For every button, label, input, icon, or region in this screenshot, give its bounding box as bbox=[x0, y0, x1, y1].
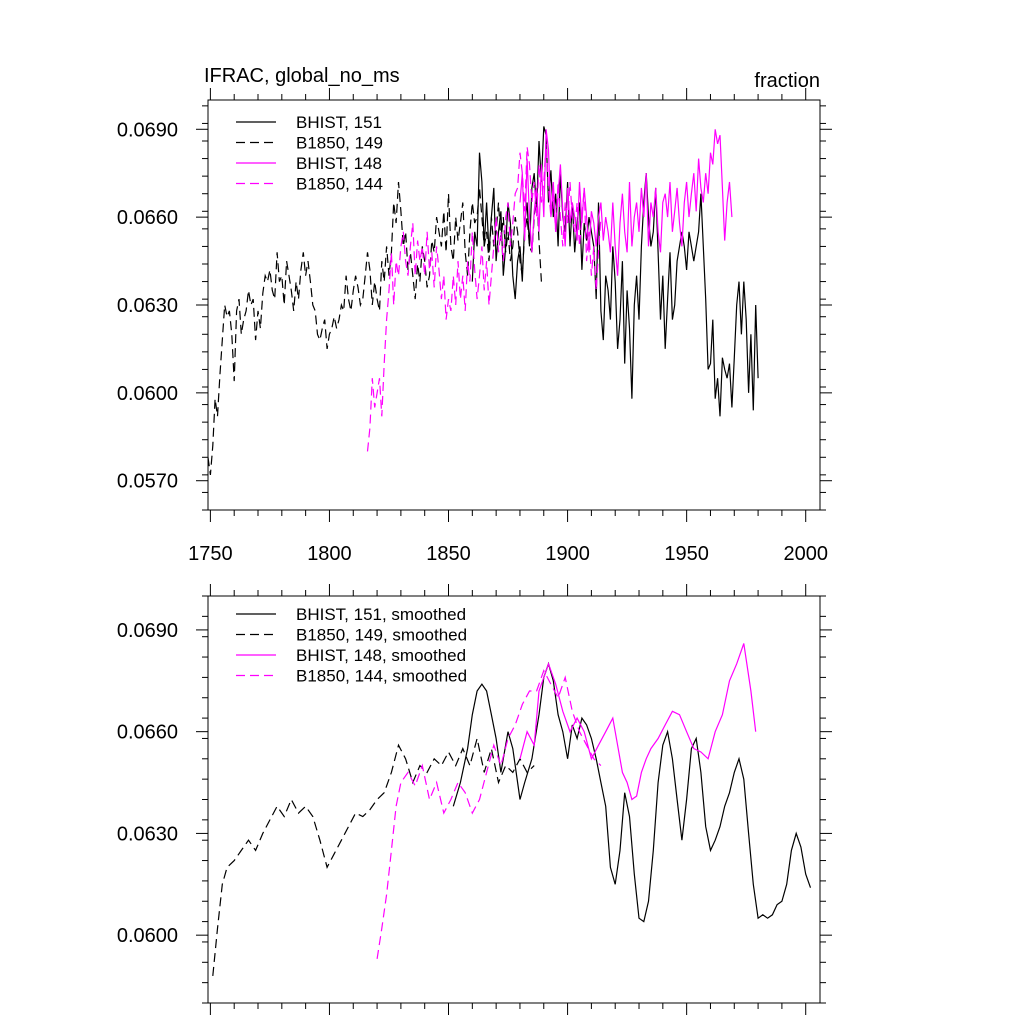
xtick-label: 1750 bbox=[188, 543, 233, 565]
legend-label: B1850, 144 bbox=[296, 175, 383, 194]
legend-label: BHIST, 151, smoothed bbox=[296, 605, 466, 624]
ytick-label: 0.0630 bbox=[117, 295, 178, 317]
ytick-label: 0.0690 bbox=[117, 119, 178, 141]
bottom-legend: BHIST, 151, smoothed B1850, 149, smoothed… bbox=[236, 605, 467, 686]
series-line bbox=[471, 126, 759, 417]
ytick-label: 0.0630 bbox=[117, 823, 178, 845]
ytick-label: 0.0600 bbox=[117, 925, 178, 947]
series-line bbox=[452, 661, 812, 923]
ytick-label: 0.0690 bbox=[117, 620, 178, 642]
xtick-label: 1850 bbox=[426, 543, 471, 565]
top-series bbox=[207, 126, 759, 475]
top-title-left: IFRAC, global_no_ms bbox=[204, 65, 400, 87]
xtick-label: 1950 bbox=[664, 543, 709, 565]
bottom-ticks: 0.0600 0.0630 0.0660 0.0690 bbox=[117, 584, 832, 1015]
legend-label: BHIST, 151 bbox=[296, 113, 382, 132]
xtick-label: 2000 bbox=[783, 543, 828, 565]
series-line bbox=[376, 669, 602, 959]
top-ticks: 1750 1800 1850 1900 1950 2000 0.0570 0.0600 0.06… bbox=[117, 88, 832, 565]
ytick-label: 0.0600 bbox=[117, 383, 178, 405]
ytick-label: 0.0570 bbox=[117, 471, 178, 493]
top-title-right: fraction bbox=[754, 70, 820, 92]
bottom-panel: 0.0600 0.0630 0.0660 0.0690 BHIST, 151, smo… bbox=[117, 584, 832, 1015]
legend-label: B1850, 144, smoothed bbox=[296, 667, 467, 686]
series-line bbox=[366, 143, 602, 452]
series-line bbox=[212, 738, 535, 976]
series-line bbox=[519, 129, 733, 276]
top-panel: IFRAC, global_no_ms fraction 1750 1800 185… bbox=[117, 65, 832, 565]
series-line bbox=[519, 643, 757, 801]
legend-label: B1850, 149, smoothed bbox=[296, 626, 467, 645]
series-line bbox=[207, 181, 542, 475]
ytick-label: 0.0660 bbox=[117, 207, 178, 229]
legend-label: BHIST, 148, smoothed bbox=[296, 646, 466, 665]
legend-label: BHIST, 148 bbox=[296, 154, 382, 173]
xtick-label: 1900 bbox=[545, 543, 590, 565]
xtick-label: 1800 bbox=[307, 543, 352, 565]
bottom-series bbox=[212, 643, 812, 976]
legend-label: B1850, 149 bbox=[296, 134, 383, 153]
ytick-label: 0.0660 bbox=[117, 722, 178, 744]
